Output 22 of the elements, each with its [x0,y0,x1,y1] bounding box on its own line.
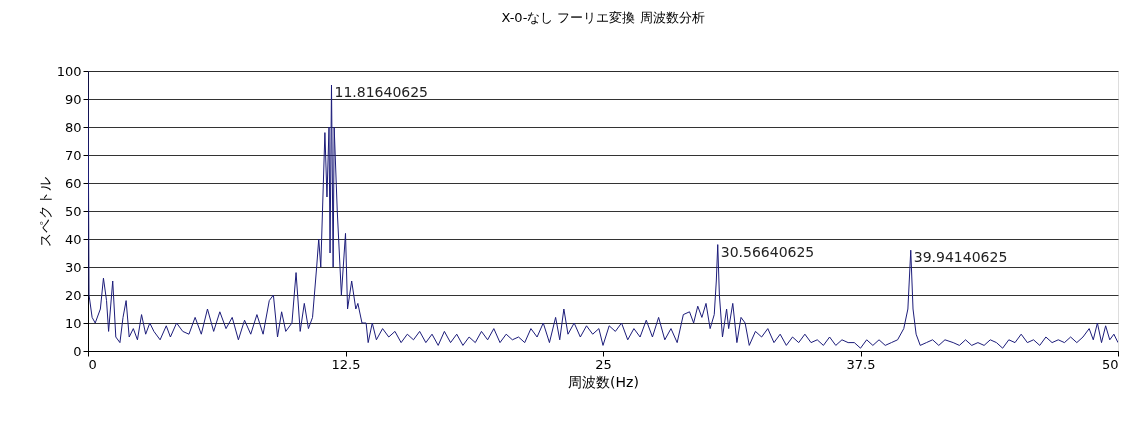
y-tick-label: 100 [56,63,82,79]
annotation: 30.56640625 [720,243,815,260]
x-tick-label: 25 [595,356,612,372]
y-tick-label: 50 [64,203,82,219]
chart-title: X-0-なし フーリエ変換 周波数分析 [501,10,705,25]
y-tick-label: 80 [64,119,82,135]
x-tick-label: 12.5 [331,356,361,372]
x-tick-label: 0 [88,356,97,372]
y-tick-label: 10 [64,315,82,331]
annotation: 39.94140625 [913,249,1008,266]
y-tick-label: 70 [64,147,82,163]
x-tick-label: 37.5 [846,356,876,372]
y-axis-title: スペクトル [36,176,53,247]
y-tick-label: 20 [64,287,82,303]
x-axis-title: 周波数(Hz) [568,373,639,390]
y-tick-label: 0 [73,343,82,359]
y-tick-label: 60 [64,175,82,191]
x-tick-label: 50 [1101,356,1119,372]
y-tick-label: 30 [64,259,82,275]
y-tick-label: 40 [64,231,82,247]
y-tick-label: 90 [64,91,82,107]
annotation: 11.81640625 [334,84,429,100]
